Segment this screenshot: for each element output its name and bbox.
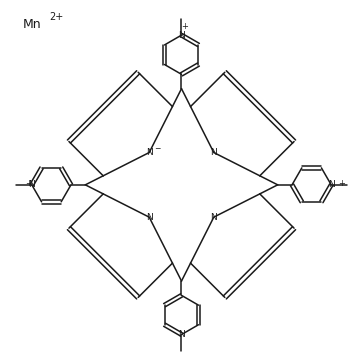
Text: N: N — [328, 180, 335, 189]
Text: +: + — [338, 178, 345, 187]
Text: +: + — [25, 178, 32, 187]
Text: N: N — [28, 180, 35, 189]
Text: 2+: 2+ — [50, 12, 64, 22]
Text: N: N — [211, 148, 217, 157]
Text: N: N — [146, 213, 152, 222]
Text: −: − — [154, 144, 160, 153]
Text: +: + — [182, 22, 188, 31]
Text: N: N — [178, 330, 185, 339]
Text: N: N — [146, 148, 152, 157]
Text: N: N — [211, 213, 217, 222]
Text: N: N — [178, 31, 185, 39]
Text: Mn: Mn — [23, 18, 42, 31]
